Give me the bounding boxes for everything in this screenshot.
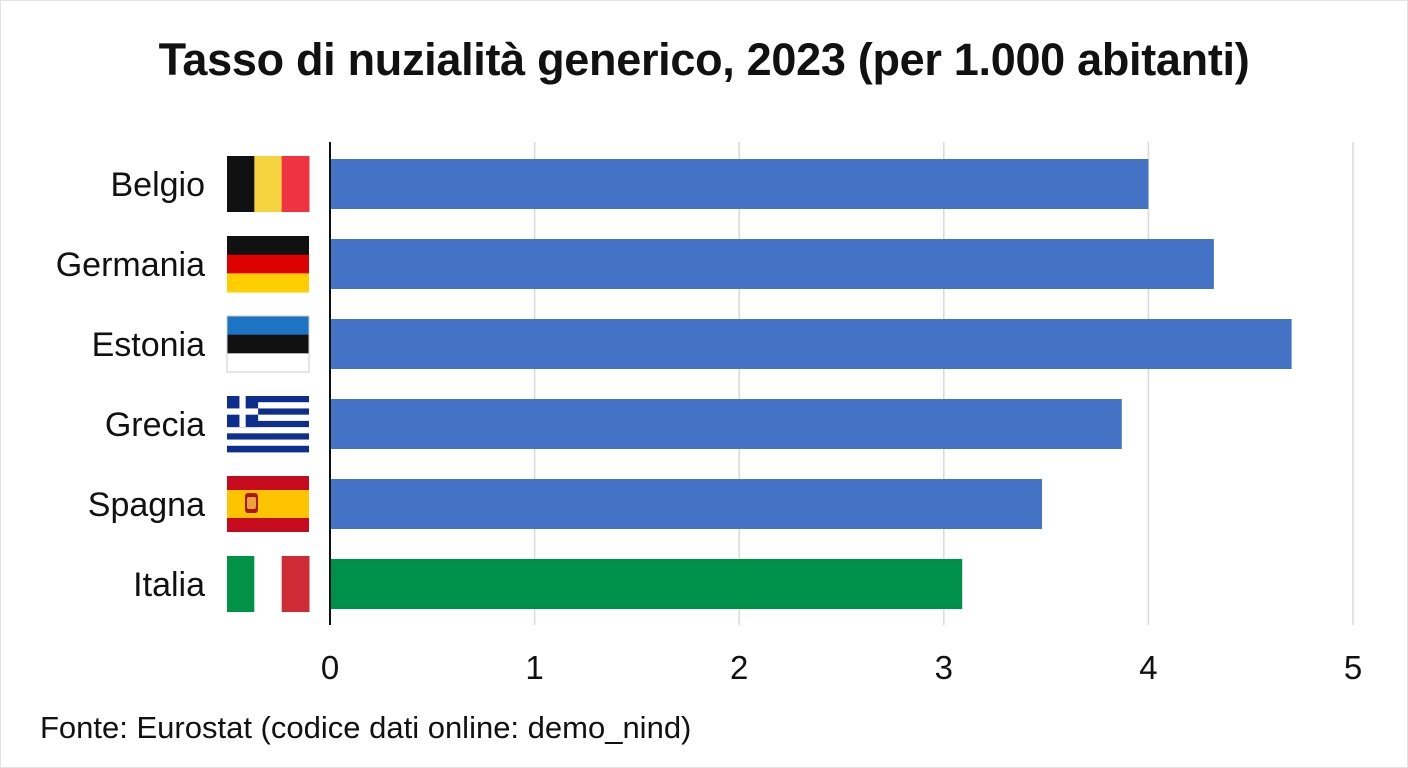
chart-title: Tasso di nuzialità generico, 2023 (per 1… — [158, 34, 1250, 85]
category-label: Italia — [133, 566, 205, 604]
category-label: Estonia — [92, 326, 205, 364]
x-tick-label: 2 — [730, 649, 748, 686]
x-tick-label: 5 — [1344, 649, 1362, 686]
x-tick-labels: 0 1 2 3 4 5 — [321, 649, 1362, 686]
bars — [330, 159, 1292, 609]
category-label: Germania — [56, 246, 205, 284]
flag-spain-icon — [227, 476, 309, 532]
flag-germany-icon — [227, 236, 309, 293]
bar-germania — [330, 239, 1214, 289]
x-tick-label: 4 — [1139, 649, 1157, 686]
bar-belgio — [330, 159, 1149, 209]
flag-belgium-icon — [227, 156, 310, 212]
x-tick-label: 1 — [525, 649, 543, 686]
bar-spagna — [330, 479, 1043, 529]
x-tick-label: 3 — [935, 649, 953, 686]
bar-estonia — [330, 319, 1292, 369]
flag-greece-icon — [227, 396, 309, 453]
category-label: Belgio — [110, 166, 205, 204]
gridlines — [533, 142, 1354, 625]
bar-grecia — [330, 399, 1122, 449]
category-label: Grecia — [105, 406, 205, 444]
flag-italy-icon — [227, 556, 310, 612]
category-label: Spagna — [88, 486, 205, 524]
flags — [226, 156, 310, 612]
category-labels: Belgio Germania Estonia Grecia Spagna Italia — [56, 166, 205, 604]
bar-chart: BelgioGermaniaEstoniaGreciaSpagnaItalia … — [56, 142, 1362, 686]
flag-estonia-icon — [226, 315, 310, 373]
bar-italia — [330, 559, 963, 609]
x-tick-label: 0 — [321, 649, 339, 686]
source-note: Fonte: Eurostat (codice dati online: dem… — [40, 710, 692, 745]
